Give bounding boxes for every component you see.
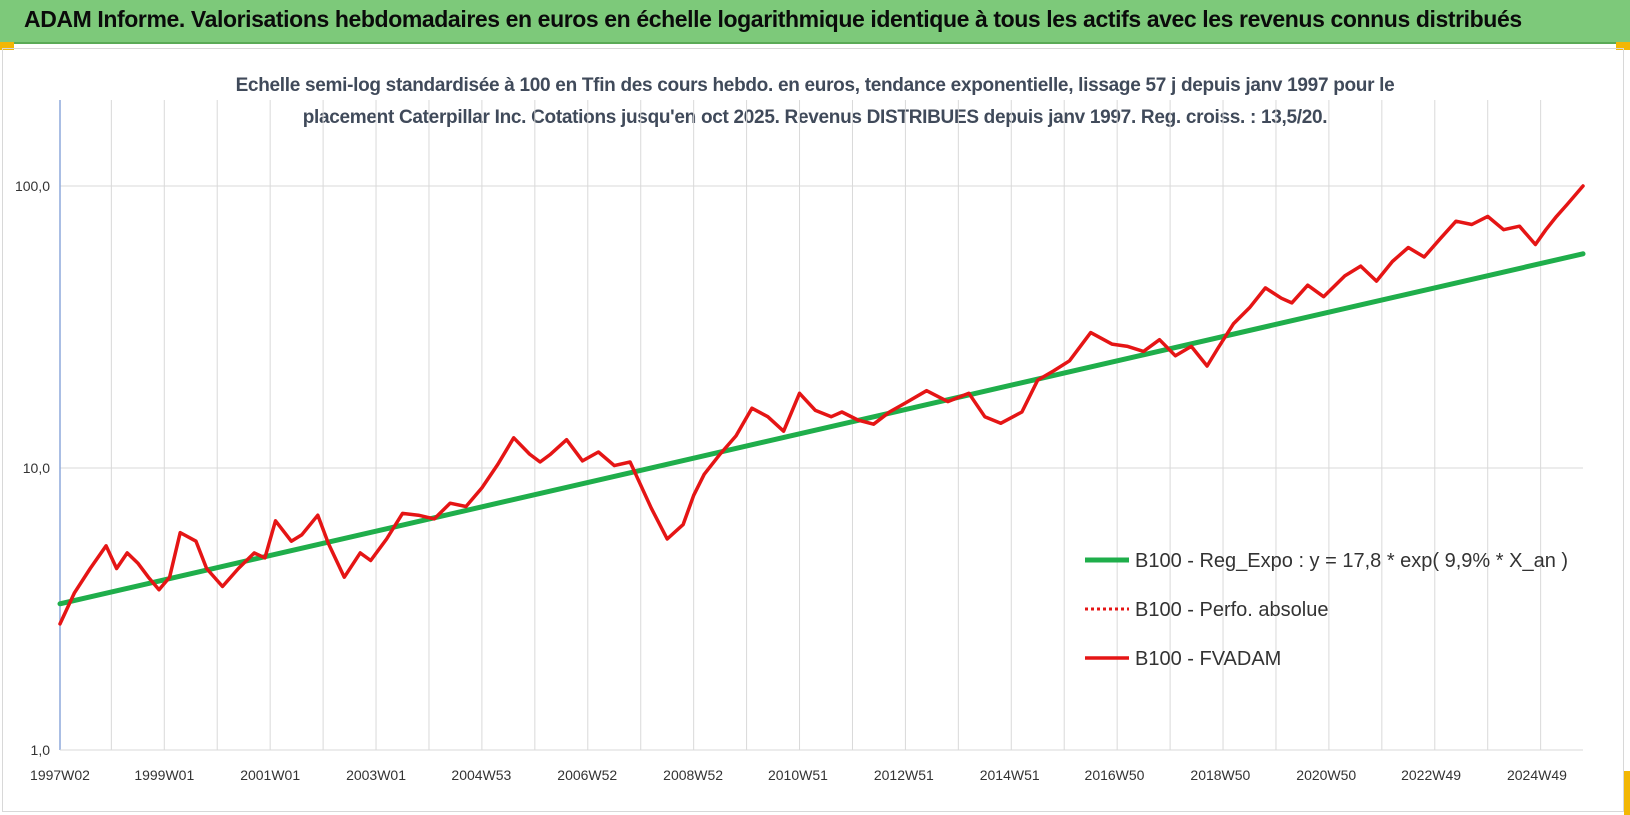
vertical-gridlines <box>110 100 1542 750</box>
x-tick-label: 1999W01 <box>134 767 194 783</box>
fvadam-line <box>58 184 1585 626</box>
chart-title-line-2: placement Caterpillar Inc. Cotations jus… <box>302 107 1328 128</box>
x-tick-label: 2003W01 <box>346 767 406 783</box>
chart-title: Echelle semi-log standardisée à 100 en T… <box>180 70 1450 134</box>
y-tick-label: 1,0 <box>31 742 51 758</box>
x-tick-label: 2010W51 <box>768 767 828 783</box>
x-tick-label: 2018W50 <box>1190 767 1250 783</box>
x-tick-label: 2012W51 <box>874 767 934 783</box>
x-axis-tick-labels: 1997W02 1999W01 2001W01 2003W01 2004W53 2006W… <box>30 767 1567 783</box>
series-layer <box>57 184 1586 626</box>
axes <box>59 100 1583 751</box>
trend-line <box>57 251 1586 607</box>
legend-label: B100 - Reg_Expo : y = 17,8 * exp( 9,9% *… <box>1135 550 1568 572</box>
x-tick-label: 2008W52 <box>663 767 723 783</box>
legend: B100 - Reg_Expo : y = 17,8 * exp( 9,9% *… <box>1085 550 1568 670</box>
x-tick-label: 2016W50 <box>1085 767 1145 783</box>
report-banner: ADAM Informe. Valorisations hebdomadaire… <box>0 0 1630 44</box>
legend-label: B100 - Perfo. absolue <box>1135 599 1328 621</box>
corner-marker-bottom-right <box>1624 771 1630 815</box>
corner-marker-right <box>1616 42 1630 50</box>
y-tick-label: 10,0 <box>23 460 50 476</box>
x-tick-label: 2022W49 <box>1401 767 1461 783</box>
report-title: ADAM Informe. Valorisations hebdomadaire… <box>24 6 1522 32</box>
x-tick-label: 1997W02 <box>30 767 90 783</box>
x-tick-label: 2024W49 <box>1507 767 1567 783</box>
x-tick-label: 2001W01 <box>240 767 300 783</box>
x-tick-label: 2014W51 <box>980 767 1040 783</box>
corner-marker-left <box>0 42 14 50</box>
chart-title-line-1: Echelle semi-log standardisée à 100 en T… <box>235 75 1395 96</box>
legend-label: B100 - FVADAM <box>1135 648 1281 670</box>
x-tick-label: 2006W52 <box>557 767 617 783</box>
y-tick-label: 100,0 <box>15 178 50 194</box>
x-tick-label: 2020W50 <box>1296 767 1356 783</box>
y-axis-tick-labels: 1,0 10,0 100,0 <box>15 178 50 758</box>
chart-frame <box>2 48 1624 812</box>
x-tick-label: 2004W53 <box>451 767 511 783</box>
